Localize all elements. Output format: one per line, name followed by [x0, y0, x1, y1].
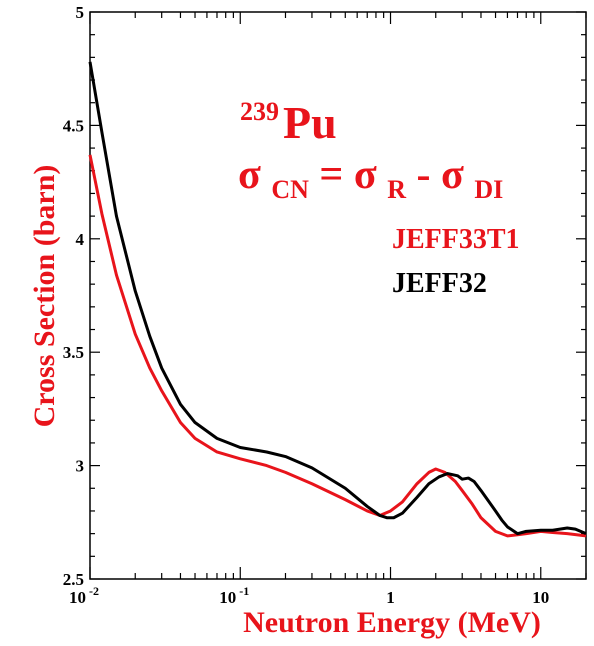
sub-r: R [387, 175, 406, 204]
series-line-jeff32 [88, 61, 587, 536]
sigma-cn: σ [238, 152, 261, 198]
sigma-r: σ [354, 152, 377, 198]
formula-label: σ CN = σ R - σ DI [238, 152, 503, 208]
series-line-jeff33t1 [88, 154, 587, 538]
y-tick-labels: 2.5 3 3.5 4 4.5 5 [63, 3, 85, 589]
y-tick-label: 2.5 [63, 570, 84, 589]
sub-cn: CN [271, 175, 309, 204]
x-axis-title: Neutron Energy (MeV) [243, 606, 541, 639]
x-tick-label: 10 -1 [219, 584, 249, 607]
legend-jeff32: JEFF32 [392, 268, 487, 299]
x-tick-label: 10 -2 [69, 584, 99, 607]
isotope-symbol: Pu [283, 97, 337, 148]
legend-jeff33t1: JEFF33T1 [392, 224, 520, 255]
x-tick-label: 10 [532, 588, 549, 607]
y-tick-label: 4 [76, 230, 85, 249]
y-tick-label: 3 [76, 457, 85, 476]
x-tick-label: 1 [386, 588, 395, 607]
y-tick-label: 3.5 [63, 343, 84, 362]
y-tick-label: 4.5 [63, 116, 84, 135]
sub-di: DI [474, 175, 503, 204]
minus-sign: - [417, 152, 431, 198]
y-tick-label: 5 [76, 3, 85, 22]
isotope-label: 239 Pu [240, 97, 337, 148]
equals-sign: = [319, 152, 343, 198]
axis-ticks [89, 11, 587, 580]
isotope-mass: 239 [240, 97, 279, 126]
x-tick-labels: 10 -2 10 -1 1 10 [69, 584, 549, 607]
sigma-di: σ [441, 152, 464, 198]
y-axis-title: Cross Section (barn) [28, 165, 61, 428]
plot-frame [89, 11, 587, 580]
series-lines [88, 61, 587, 538]
